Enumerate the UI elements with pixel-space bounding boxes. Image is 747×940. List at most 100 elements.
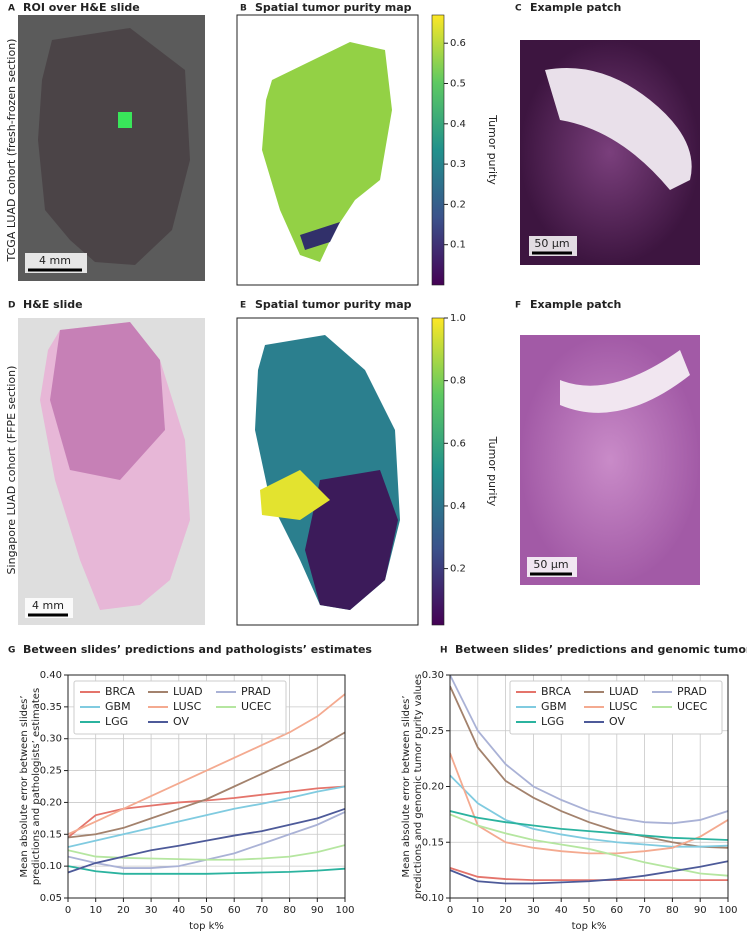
y-tick-label: 0.10 [40,861,62,872]
panel-letter: B [240,4,247,14]
scale-bar-bg [25,598,73,618]
colorbar-tick-label: 0.8 [450,376,466,387]
x-tick-label: 20 [117,905,130,916]
colorbar-tick-label: 0.6 [450,438,466,449]
series-line [450,675,728,825]
plot-frame [67,674,346,899]
chart-title: Between slides’ predictions and genomic … [455,643,747,656]
series-line [450,752,728,855]
y-axis-label: predictions and pathologists’ estimates [31,688,42,885]
x-tick-label: 70 [256,905,269,916]
legend-label: LGG [105,715,128,728]
panel-letter: C [515,4,522,14]
roi [118,112,132,128]
purity-map-high [260,470,330,520]
colorbar-tick-label: 0.2 [450,199,466,210]
x-tick-label: 50 [200,905,213,916]
colorbar-tick-label: 0.5 [450,79,466,90]
x-tick-label: 40 [555,905,568,916]
x-tick-label: 90 [311,905,324,916]
panel-letter: E [240,301,246,311]
legend-label: LGG [541,715,564,728]
purity-map [262,42,392,262]
series-line [68,844,345,861]
series-line [68,785,345,839]
panel-letter: A [8,4,15,14]
legend-label: GBM [105,700,131,713]
scale-bar-bg [25,253,87,273]
legend-box [73,680,287,735]
patch-lumen [545,68,692,190]
scale-bar-label: 50 μm [534,237,569,250]
legend-label: PRAD [241,685,271,698]
row-label: TCGA LUAD cohort (fresh-frozen section) [5,39,18,263]
y-tick-label: 0.15 [40,829,62,840]
patch-lumen [560,350,690,413]
legend-label: BRCA [541,685,571,698]
y-tick-label: 0.20 [40,797,62,808]
x-tick-label: 10 [89,905,102,916]
colorbar-tick-label: 0.1 [450,240,466,251]
colorbar-label: Tumor purity [486,436,499,507]
series-line [68,785,345,848]
legend-label: BRCA [105,685,135,698]
chart-title: Between slides’ predictions and patholog… [23,643,372,656]
legend-label: LUSC [609,700,638,713]
colorbar-tick-label: 0.4 [450,501,466,512]
x-tick-label: 0 [447,905,453,916]
scale-bar-bg [527,557,577,577]
panel-letter: G [8,646,15,656]
scale-bar-bg [529,236,577,256]
colorbar-tick-label: 1.0 [450,313,466,324]
series-line [68,807,345,874]
panel-title: H&E slide [23,298,83,311]
legend-label: OV [173,715,189,728]
x-tick-label: 100 [335,905,354,916]
legend-label: GBM [541,700,567,713]
series-line [450,810,728,841]
panel-title: Example patch [530,1,621,14]
y-tick-label: 0.25 [40,766,62,777]
scale-bar-label: 4 mm [39,254,71,267]
x-axis-label: top k% [189,921,224,932]
purity-map-low [305,470,398,610]
y-tick-label: 0.05 [40,893,62,904]
x-tick-label: 80 [283,905,296,916]
panel-letter: D [8,301,15,311]
y-tick-label: 0.40 [40,670,62,681]
series-line [450,860,728,885]
y-tick-label: 0.20 [422,782,444,793]
x-tick-label: 90 [694,905,707,916]
x-tick-label: 80 [666,905,679,916]
slide-tissue [38,28,190,265]
x-axis-label: top k% [572,921,607,932]
y-tick-label: 0.35 [40,702,62,713]
colorbar [431,14,445,286]
panel-title: Example patch [530,298,621,311]
slide-tumor [50,322,165,480]
y-tick-label: 0.25 [422,726,444,737]
x-tick-label: 30 [145,905,158,916]
legend-label: UCEC [241,700,272,713]
series-line [450,867,728,882]
y-tick-label: 0.15 [422,837,444,848]
legend-label: UCEC [677,700,708,713]
series-line [68,865,345,875]
y-axis-label: predictions and genomic tumor purity val… [413,674,424,899]
scale-bar-label: 4 mm [32,599,64,612]
panel-letter: F [515,301,521,311]
y-tick-label: 0.10 [422,893,444,904]
y-tick-label: 0.30 [40,734,62,745]
colorbar-tick-label: 0.4 [450,119,466,130]
colorbar-tick-label: 0.2 [450,564,466,575]
panel-title: ROI over H&E slide [23,1,140,14]
legend-box [509,680,723,735]
legend-label: LUSC [173,700,202,713]
panel-letter: H [440,646,448,656]
colorbar [431,317,445,626]
panel-title: Spatial tumor purity map [255,298,412,311]
x-tick-label: 20 [499,905,512,916]
legend-label: OV [609,715,625,728]
legend-label: LUAD [173,685,203,698]
